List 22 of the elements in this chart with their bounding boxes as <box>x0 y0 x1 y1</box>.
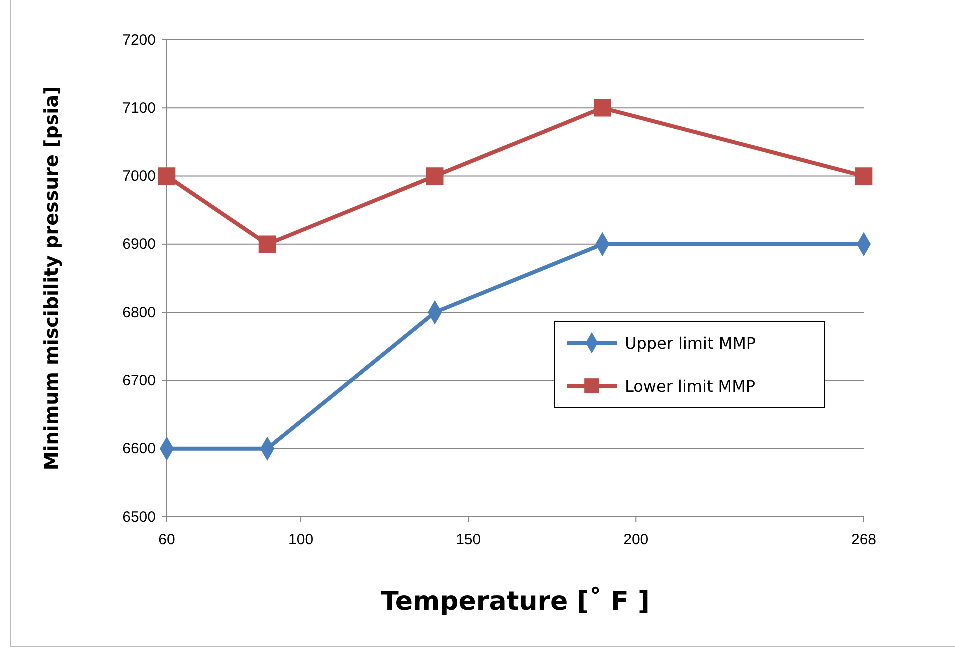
point <box>855 168 873 185</box>
y-tick-label: 7000 <box>122 168 156 186</box>
x-axis-title: Temperature [˚ F ] <box>381 586 650 617</box>
y-tick-label: 6500 <box>122 508 156 526</box>
point <box>158 168 176 185</box>
point <box>594 99 612 117</box>
y-tick-label: 6800 <box>122 304 156 322</box>
x-tick-label: 200 <box>624 532 649 548</box>
y-tick-label: 6900 <box>122 236 156 254</box>
x-tick-label: 100 <box>288 532 314 548</box>
legend-label: Upper limit MMP <box>625 334 756 353</box>
x-tick-label: 150 <box>456 532 482 548</box>
point <box>258 236 276 254</box>
y-tick-label: 7100 <box>122 100 156 117</box>
y-tick-label: 6700 <box>122 372 156 390</box>
point <box>426 168 444 185</box>
x-tick-label: 268 <box>851 532 877 548</box>
y-tick-label: 6600 <box>122 440 156 458</box>
y-tick-label: 7200 <box>122 32 156 49</box>
x-tick-label: 60 <box>158 532 176 548</box>
y-axis-title: Minimum miscibility pressure [psia] <box>41 86 63 471</box>
legend-label: Lower limit MMP <box>625 377 756 396</box>
